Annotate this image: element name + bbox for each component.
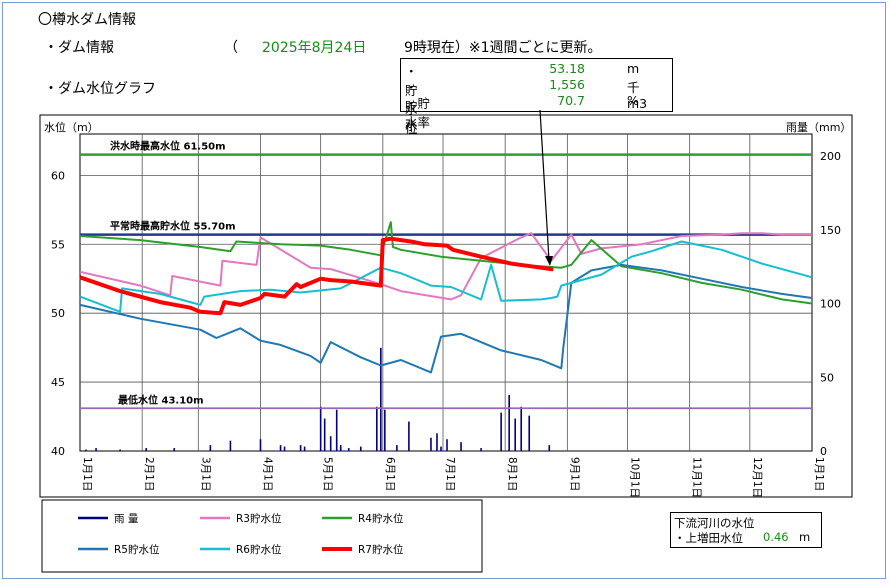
downstream-label: ・上増田水位 bbox=[674, 531, 743, 545]
dam-status-box: ・貯水位 53.18 m ・貯水容量 1,556 千m3 ・貯水率（利水容量） … bbox=[400, 58, 673, 187]
graph-label: ・ダム水位グラフ bbox=[44, 81, 156, 97]
downstream-level-box: 下流河川の水位 ・上増田水位 0.46 m bbox=[670, 512, 822, 548]
update-note: 9時現在）※1週間ごとに更新。 bbox=[404, 40, 602, 56]
storage-rate-value: 70.7 bbox=[557, 93, 585, 108]
downstream-unit: m bbox=[799, 530, 811, 544]
storage-rate-label: ・貯水率（利水容量） bbox=[405, 96, 431, 187]
page-title: 〇樽水ダム情報 bbox=[38, 12, 136, 28]
downstream-title: 下流河川の水位 bbox=[674, 516, 755, 530]
storage-level-value: 53.18 bbox=[549, 61, 585, 76]
storage-volume-unit: 千m3 bbox=[627, 80, 648, 111]
storage-rate-unit: % bbox=[627, 93, 639, 108]
update-date: 2025年8月24日 bbox=[262, 40, 367, 56]
dam-info-label: ・ダム情報 bbox=[44, 40, 114, 56]
storage-volume-value: 1,556 bbox=[549, 77, 585, 92]
downstream-value: 0.46 bbox=[763, 530, 789, 544]
storage-level-unit: m bbox=[627, 61, 640, 76]
date-open-paren: （ bbox=[224, 40, 238, 56]
